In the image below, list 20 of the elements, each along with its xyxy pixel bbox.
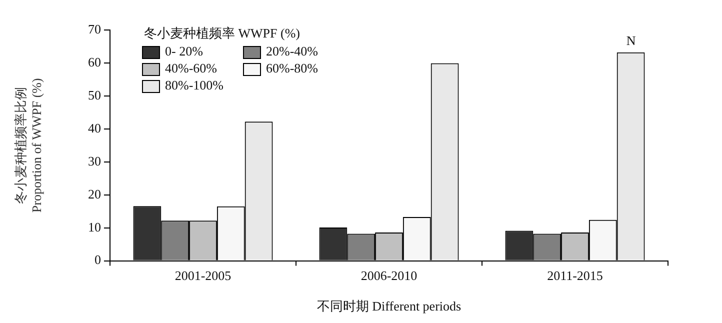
x-tick-label: 2006-2010	[360, 268, 418, 284]
legend-label: 60%-80%	[266, 60, 318, 76]
legend-label: 40%-60%	[165, 60, 218, 76]
legend-label: 20%-40%	[266, 43, 318, 58]
y-tick-label: 20	[88, 186, 101, 202]
y-tick-label: 10	[88, 219, 101, 234]
x-tick-label: 2011-2015	[547, 268, 603, 284]
y-tick-label: 30	[88, 153, 101, 168]
legend-title: 冬小麦种植频率 WWPF (%)	[144, 25, 300, 40]
annotation: N	[626, 32, 636, 48]
x-axis-title: 不同时期 Different periods	[316, 298, 462, 314]
y-tick-label: 0	[94, 252, 101, 268]
x-tick-label: 2001-2005	[174, 268, 232, 284]
y-tick-label: 70	[88, 21, 101, 36]
y-tick-label: 60	[88, 54, 101, 70]
y-tick-label: 50	[88, 87, 101, 102]
y-axis-title: 冬小麦种植频率比例 Proportion of WWPF (%)	[13, 78, 44, 213]
y-tick-label: 40	[88, 120, 101, 136]
legend-label: 0- 20%	[165, 43, 204, 58]
legend-label: 80%-100%	[165, 77, 224, 92]
